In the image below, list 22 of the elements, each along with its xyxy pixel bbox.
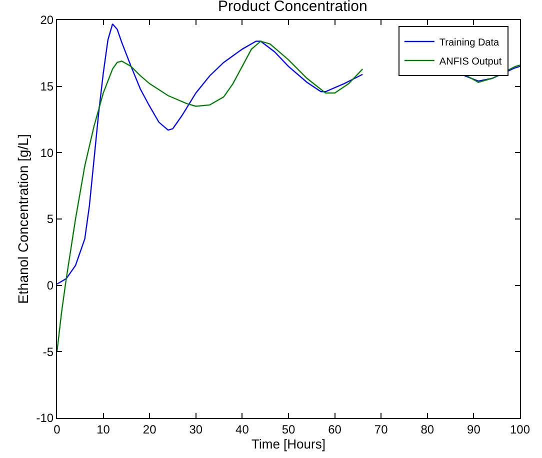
legend-label: ANFIS Output <box>439 56 502 68</box>
chart-title: Product Concentration <box>218 0 368 15</box>
y-tick-label: 0 <box>46 278 54 293</box>
x-tick-label: 20 <box>142 422 157 436</box>
x-tick-label: 60 <box>328 422 342 436</box>
y-tick-label: 20 <box>40 13 54 28</box>
x-tick-label: 10 <box>96 422 110 436</box>
x-tick-label: 30 <box>189 422 203 436</box>
y-tick-label: -10 <box>36 411 54 426</box>
legend-label: Training Data <box>439 37 500 48</box>
x-tick-label: 50 <box>282 422 296 436</box>
y-tick-label: 10 <box>40 146 54 160</box>
x-tick-label: 100 <box>510 422 530 436</box>
x-tick-label: 80 <box>420 422 434 436</box>
y-tick-label: 15 <box>40 80 54 94</box>
x-tick-label: 90 <box>467 422 481 436</box>
x-tick-label: 70 <box>374 422 388 436</box>
x-tick-label: 40 <box>236 422 250 436</box>
y-axis-title: Ethanol Concentration [g/L] <box>14 134 31 304</box>
y-tick-label: -5 <box>42 344 54 359</box>
y-tick-label: 5 <box>46 212 54 226</box>
x-axis-title: Time [Hours] <box>252 436 326 452</box>
